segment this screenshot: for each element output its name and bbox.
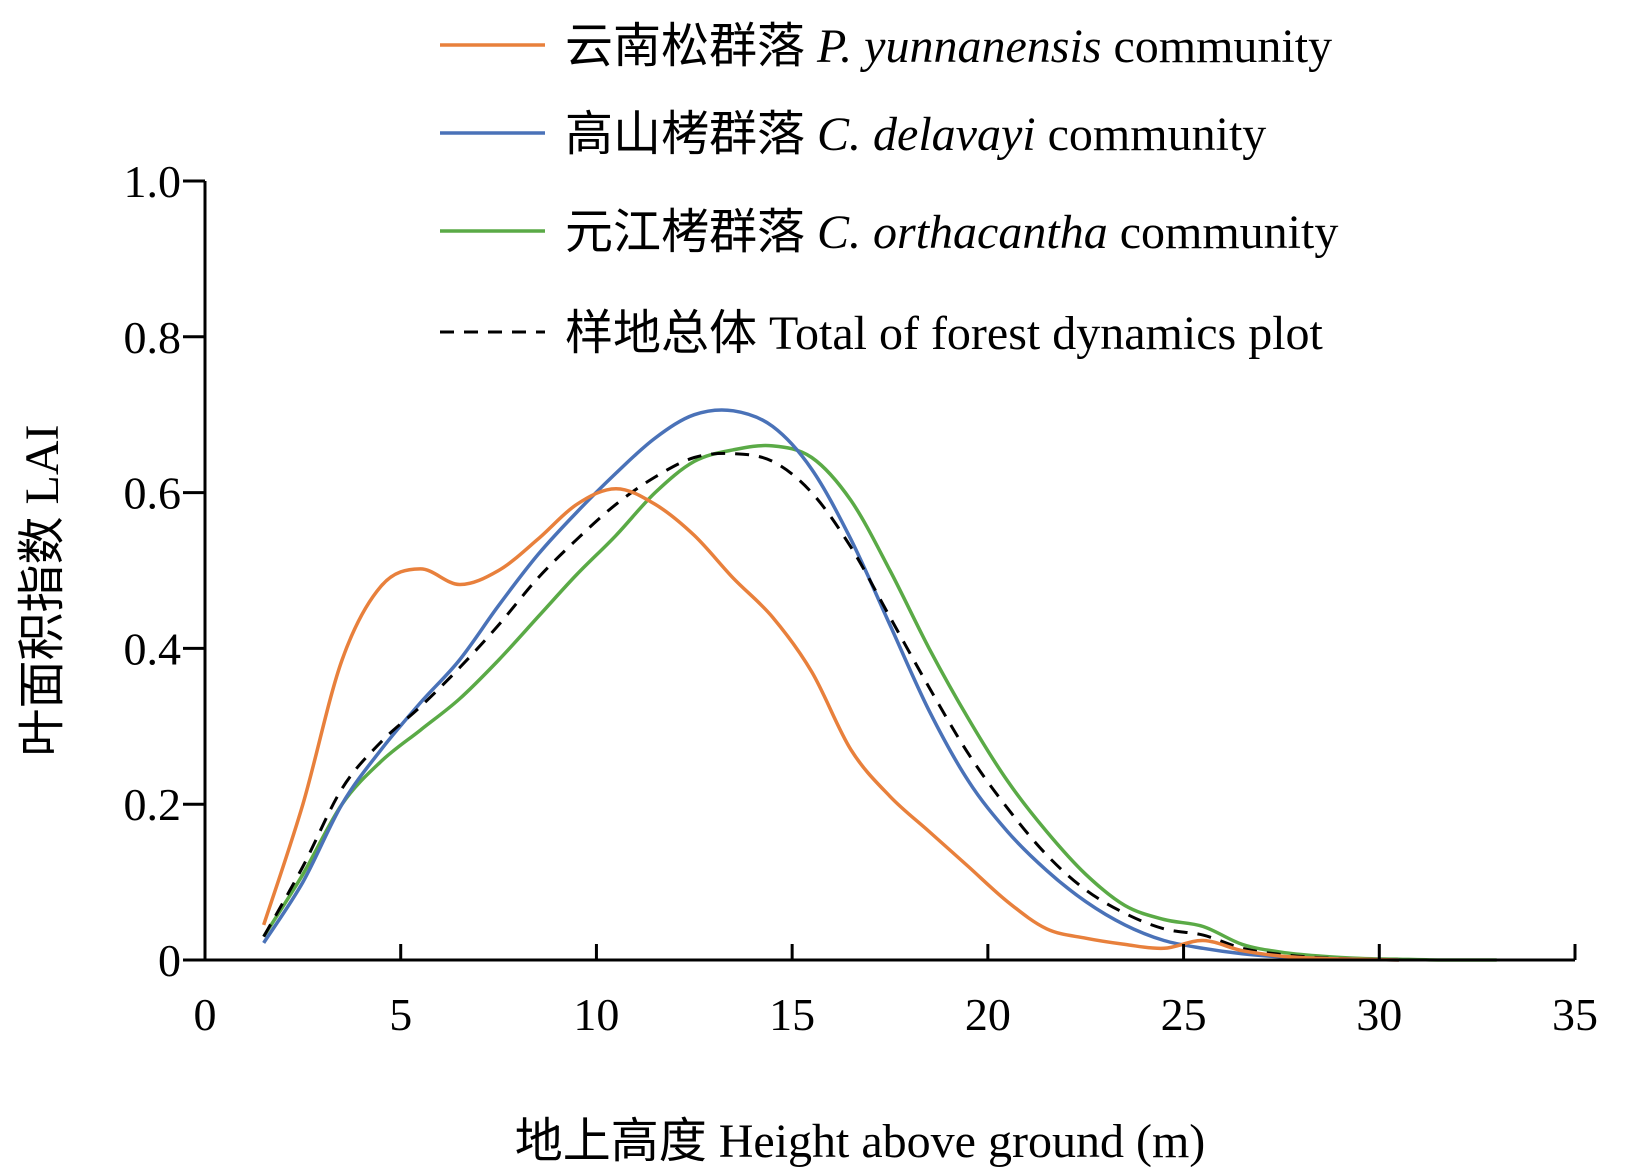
axis-ticks: 0 5 10 15 20 25 30 35 0 0.2 0.4 0.6 0.8 1.0	[124, 156, 1599, 1040]
legend-name-cn: 高山栲群落	[565, 108, 817, 161]
legend-name-scientific: P. yunnanensis	[816, 20, 1113, 73]
legend-label-yunnanensis: 云南松群落 P. yunnanensis community	[565, 20, 1332, 73]
legend-name-scientific: C. orthacantha	[817, 206, 1120, 259]
legend-name-cn: 元江栲群落	[565, 206, 817, 259]
x-tick-label: 5	[389, 989, 412, 1040]
legend-name-cn: 云南松群落	[565, 20, 817, 73]
legend-name-suffix: community	[1113, 20, 1332, 73]
y-tick-label: 1.0	[124, 156, 182, 207]
y-axis-title: 叶面积指数 LAI	[16, 425, 69, 757]
x-axis-title: 地上高度 Height above ground (m)	[515, 1115, 1206, 1168]
legend-name-suffix: Total of forest dynamics plot	[769, 307, 1324, 360]
legend-label-orthacantha: 元江栲群落 C. orthacantha community	[565, 206, 1338, 259]
x-tick-label: 35	[1552, 989, 1598, 1040]
legend-name-suffix: community	[1120, 206, 1339, 259]
y-tick-label: 0.8	[124, 312, 182, 363]
x-tick-label: 10	[573, 989, 619, 1040]
x-tick-label: 30	[1356, 989, 1402, 1040]
legend-name-scientific: C. delavayi	[817, 108, 1048, 161]
series-line-orthacantha	[262, 443, 1497, 962]
series-line-delavayi	[262, 408, 1399, 962]
y-tick-label: 0.4	[124, 623, 182, 674]
x-tick-label: 20	[965, 989, 1011, 1040]
legend-label-total: 样地总体 Total of forest dynamics plot	[565, 307, 1324, 360]
legend-label-delavayi: 高山栲群落 C. delavayi community	[565, 108, 1266, 161]
y-tick-label: 0.6	[124, 468, 182, 519]
y-tick-label: 0.2	[124, 779, 182, 830]
y-tick-label: 0	[158, 935, 181, 986]
axes	[203, 181, 1575, 962]
legend-name-suffix: community	[1048, 108, 1267, 161]
legend-name-cn: 样地总体	[565, 307, 769, 360]
x-tick-label: 25	[1161, 989, 1207, 1040]
series-line-yunnanensis	[262, 486, 1399, 962]
series-lines	[262, 408, 1497, 962]
x-tick-label: 15	[769, 989, 815, 1040]
series-line-total	[262, 451, 1399, 962]
x-tick-label: 0	[194, 989, 217, 1040]
